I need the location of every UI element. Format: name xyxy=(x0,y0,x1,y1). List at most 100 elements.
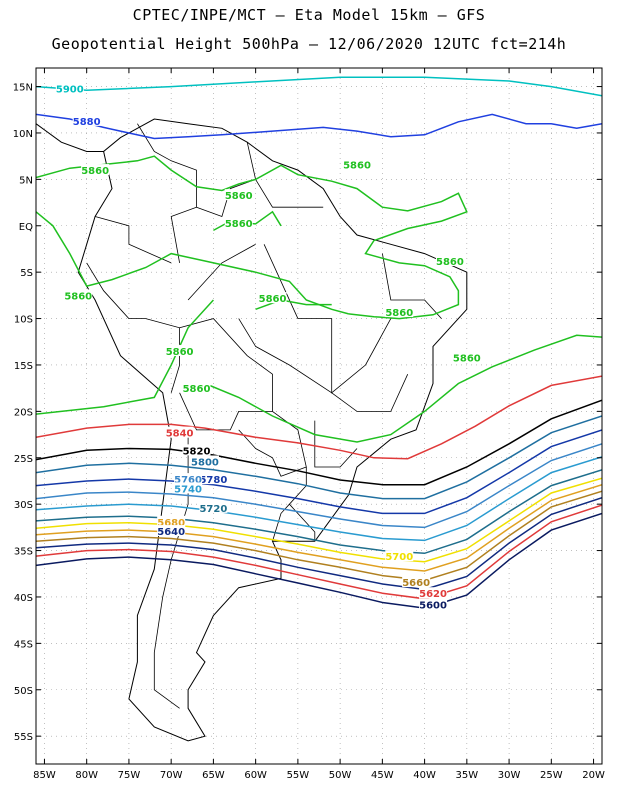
contour-5860 xyxy=(36,211,349,315)
country-border xyxy=(86,262,180,393)
lon-tick-label: 35W xyxy=(456,770,479,781)
lon-tick-label: 50W xyxy=(329,770,352,781)
contour-label-5860: 5860 xyxy=(343,161,371,172)
country-border xyxy=(187,243,256,301)
contour-label-5860: 5860 xyxy=(183,384,211,395)
contour-label-5780: 5780 xyxy=(199,475,227,486)
contour-label-bg xyxy=(452,351,481,363)
lat-tick-label: 15S xyxy=(14,361,33,372)
contour-label-5600: 5600 xyxy=(419,600,447,611)
contour-5800 xyxy=(36,415,602,500)
country-border xyxy=(238,411,307,477)
contour-label-bg xyxy=(224,189,253,201)
contour-5660 xyxy=(36,490,602,582)
lon-tick-label: 55W xyxy=(287,770,310,781)
contour-5880 xyxy=(36,113,602,140)
lat-tick-label: 15N xyxy=(13,83,33,94)
country-border xyxy=(94,216,172,264)
country-border xyxy=(179,318,273,431)
contour-label-5700: 5700 xyxy=(385,552,413,563)
contour-5780 xyxy=(36,429,602,515)
lon-tick-label: 30W xyxy=(498,770,521,781)
contour-5820 xyxy=(36,399,602,486)
lon-tick-label: 75W xyxy=(118,770,141,781)
contour-label-bg xyxy=(199,473,228,485)
contour-label-5860: 5860 xyxy=(225,191,253,202)
contour-label-5860: 5860 xyxy=(166,347,194,358)
contour-label-bg xyxy=(157,515,186,527)
contour-label-5720: 5720 xyxy=(199,504,227,515)
contour-5680 xyxy=(36,483,602,572)
contour-label-bg xyxy=(419,598,448,610)
lat-tick-label: 10S xyxy=(14,315,33,326)
lat-tick-label: 25S xyxy=(14,454,33,465)
lat-tick-label: 50S xyxy=(14,686,33,697)
contour-label-bg xyxy=(72,114,101,126)
central-america-coast xyxy=(36,122,104,152)
contour-label-bg xyxy=(174,482,203,494)
contour-label-bg xyxy=(199,501,228,513)
contour-label-bg xyxy=(182,444,211,456)
contour-5760 xyxy=(36,443,602,529)
contour-label-5880: 5880 xyxy=(73,117,101,128)
contour-label-bg xyxy=(182,382,211,394)
lon-tick-label: 85W xyxy=(33,770,56,781)
contour-label-bg xyxy=(402,576,431,588)
contour-label-5860: 5860 xyxy=(259,294,287,305)
country-border xyxy=(289,503,316,542)
contour-5860 xyxy=(36,299,214,415)
contour-5900 xyxy=(36,76,602,97)
contour-label-5820: 5820 xyxy=(183,446,211,457)
lat-tick-label: 55S xyxy=(14,732,33,743)
country-border xyxy=(314,420,358,468)
contour-label-bg xyxy=(165,345,194,357)
contour-label-bg xyxy=(385,306,414,318)
lon-tick-label: 20W xyxy=(582,770,605,781)
contour-label-bg xyxy=(55,82,84,94)
contour-label-bg xyxy=(81,164,110,176)
lon-tick-label: 70W xyxy=(160,770,183,781)
contour-5640 xyxy=(36,496,602,591)
country-border xyxy=(137,123,197,263)
lat-tick-label: 5N xyxy=(19,175,33,186)
contour-5860 xyxy=(255,299,332,311)
contour-label-5860: 5860 xyxy=(385,308,413,319)
contour-5600 xyxy=(36,512,602,609)
lon-tick-label: 80W xyxy=(75,770,98,781)
contour-label-5620: 5620 xyxy=(419,589,447,600)
plot-frame xyxy=(35,67,603,765)
lat-tick-label: EQ xyxy=(19,222,33,233)
lat-tick-label: 40S xyxy=(14,593,33,604)
contour-label-bg xyxy=(435,255,464,267)
contour-5720 xyxy=(36,469,602,555)
country-border xyxy=(255,179,324,208)
contour-5620 xyxy=(36,504,602,600)
lon-tick-label: 60W xyxy=(244,770,267,781)
land-outlines xyxy=(36,118,468,742)
contour-5740 xyxy=(36,456,602,542)
lon-tick-label: 45W xyxy=(371,770,394,781)
lat-tick-label: 45S xyxy=(14,639,33,650)
contour-label-5860: 5860 xyxy=(64,291,92,302)
lat-tick-label: 10N xyxy=(13,129,33,140)
contour-5860 xyxy=(36,155,468,320)
lat-tick-label: 30S xyxy=(14,500,33,511)
contour-label-5900: 5900 xyxy=(56,84,84,95)
contour-label-5660: 5660 xyxy=(402,578,430,589)
contour-label-5800: 5800 xyxy=(191,457,219,468)
lat-tick-label: 20S xyxy=(14,407,33,418)
contour-label-bg xyxy=(174,473,203,485)
country-border xyxy=(263,244,392,394)
contour-5700 xyxy=(36,477,602,563)
axis-ticks: 15N 10N 5N EQ 5S 10S 15S 20S 25S 30S 35S 40S 45S 50S 5… xyxy=(13,68,605,781)
contour-label-bg xyxy=(343,158,372,170)
contour-lines xyxy=(36,76,602,609)
contour-label-5840: 5840 xyxy=(166,429,194,440)
contour-label-bg xyxy=(419,587,448,599)
contour-label-bg xyxy=(157,525,186,537)
contour-label-5860: 5860 xyxy=(436,257,464,268)
country-border xyxy=(196,142,257,218)
contour-label-5860: 5860 xyxy=(453,354,481,365)
contour-label-bg xyxy=(224,216,253,228)
